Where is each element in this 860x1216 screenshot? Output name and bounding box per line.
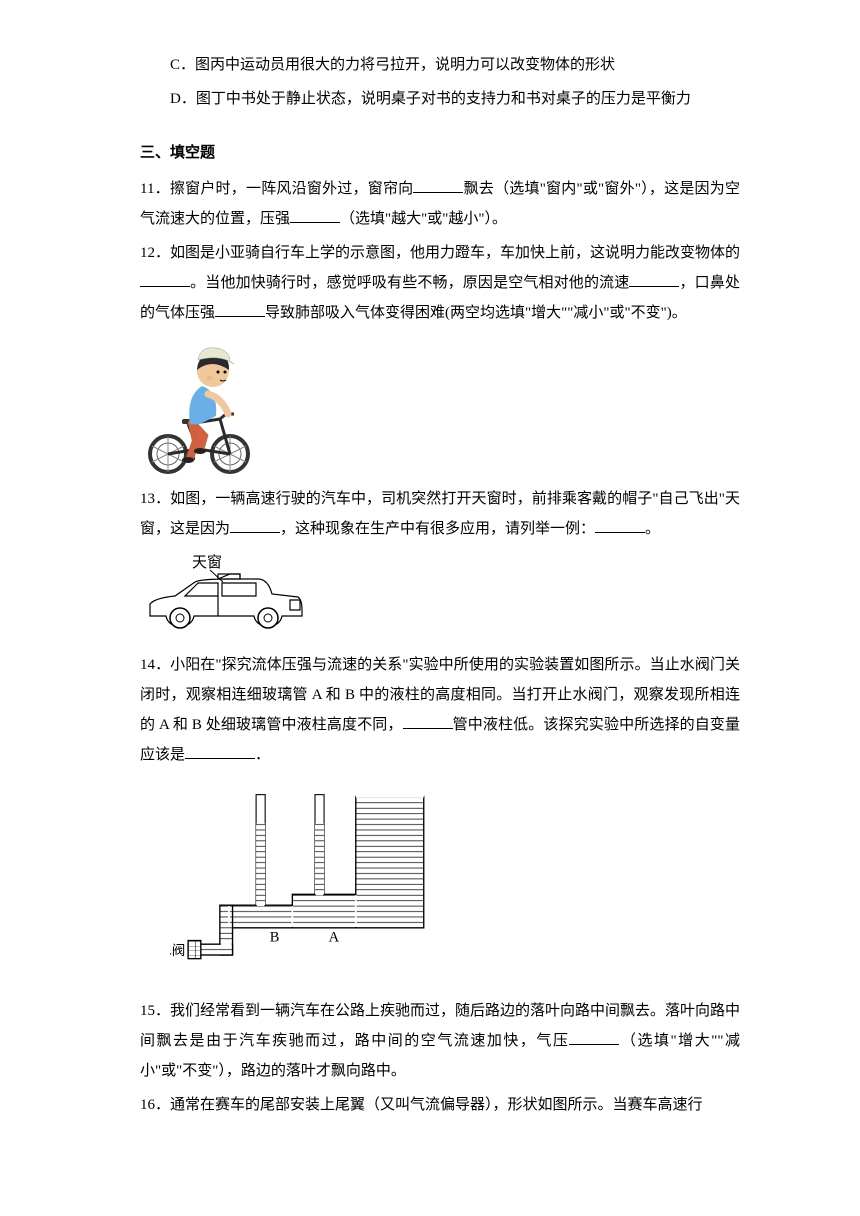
q12-blank-3	[215, 299, 265, 317]
tube-figure: A B 止水阀	[170, 778, 440, 988]
q12-t1: ．如图是小亚骑自行车上学的示意图，他用力蹬车，车加快上前，这说明力能改变物体的	[155, 245, 740, 261]
q16-t1: ．通常在赛车的尾部安装上尾翼（又叫气流偏导器），形状如图所示。当赛车高速行	[155, 1097, 703, 1113]
valve-label: 止水阀	[170, 943, 185, 958]
option-c-text: ．图丙中运动员用很大的力将弓拉开，说明力可以改变物体的形状	[180, 57, 615, 73]
question-11: 11．擦窗户时，一阵风沿窗外过，窗帘向飘去（选填"窗内"或"窗外"），这是因为空…	[140, 174, 740, 234]
q12-num: 12	[140, 245, 155, 261]
question-12: 12．如图是小亚骑自行车上学的示意图，他用力蹬车，车加快上前，这说明力能改变物体…	[140, 238, 740, 328]
q14-blank-2	[185, 741, 255, 759]
q11-t3: （选填"越大"或"越小"）。	[340, 211, 507, 227]
q14-blank-1	[403, 711, 453, 729]
tube-b-label: B	[270, 929, 280, 945]
q12-t4: 导致肺部吸入气体变得困难(两空均选填"增大""减小"或"不变")。	[265, 305, 687, 321]
car-svg: 天窗	[140, 552, 310, 642]
question-14: 14．小阳在"探究流体压强与流速的关系"实验中所使用的实验装置如图所示。当止水阀…	[140, 650, 740, 770]
bicycle-figure	[140, 336, 260, 476]
q13-num: 13	[140, 491, 155, 507]
question-15: 15．我们经常看到一辆汽车在公路上疾驰而过，随后路边的落叶向路中间飘去。落叶向路…	[140, 996, 740, 1086]
tube-a-label: A	[329, 929, 340, 945]
q12-blank-2	[629, 269, 679, 287]
q13-t3: 。	[645, 521, 660, 537]
tube-svg: A B 止水阀	[170, 778, 460, 978]
question-13: 13．如图，一辆高速行驶的汽车中，司机突然打开天窗时，前排乘客戴的帽子"自己飞出…	[140, 484, 740, 544]
q15-blank-1	[569, 1027, 619, 1045]
car-figure: 天窗	[140, 552, 310, 642]
q11-blank-1	[413, 175, 463, 193]
q13-blank-2	[595, 515, 645, 533]
bicycle-svg	[140, 336, 260, 476]
option-d-text: ．图丁中书处于静止状态，说明桌子对书的支持力和书对桌子的压力是平衡力	[181, 91, 691, 107]
option-c: C．图丙中运动员用很大的力将弓拉开，说明力可以改变物体的形状	[170, 50, 740, 80]
q12-blank-1	[140, 269, 190, 287]
q12-t2: 。当他加快骑行时，感觉呼吸有些不畅，原因是空气相对他的流速	[190, 275, 629, 291]
section-3-title: 三、填空题	[140, 138, 740, 168]
option-c-label: C	[170, 57, 180, 73]
q11-num: 11	[140, 181, 154, 197]
q14-t3: ．	[255, 747, 270, 763]
q15-num: 15	[140, 1003, 155, 1019]
q13-t2: ，这种现象在生产中有很多应用，请列举一例：	[280, 521, 595, 537]
q11-t1: ．擦窗户时，一阵风沿窗外过，窗帘向	[154, 181, 413, 197]
sunroof-label: 天窗	[192, 553, 222, 571]
question-16: 16．通常在赛车的尾部安装上尾翼（又叫气流偏导器），形状如图所示。当赛车高速行	[140, 1090, 740, 1120]
q13-blank-1	[230, 515, 280, 533]
q14-num: 14	[140, 657, 155, 673]
option-d-label: D	[170, 91, 181, 107]
q16-num: 16	[140, 1097, 155, 1113]
q11-blank-2	[290, 205, 340, 223]
option-d: D．图丁中书处于静止状态，说明桌子对书的支持力和书对桌子的压力是平衡力	[170, 84, 740, 114]
